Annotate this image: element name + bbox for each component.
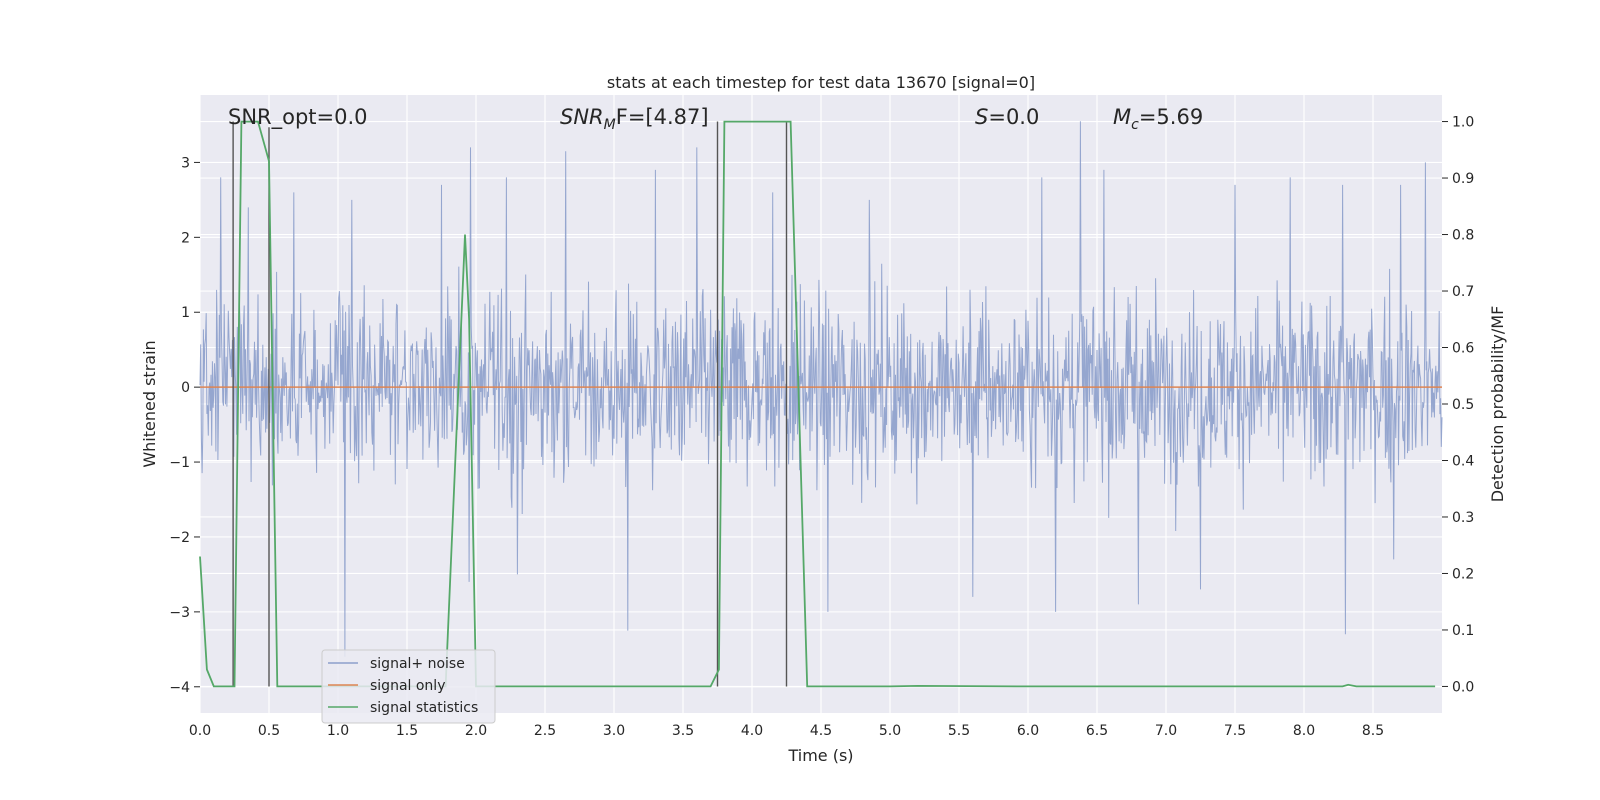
x-tick-label: 6.0 <box>1017 723 1039 739</box>
y-right-tick-label: 0.2 <box>1452 566 1474 582</box>
y-left-tick-label: 1 <box>181 305 190 321</box>
x-tick-label: 1.5 <box>396 723 418 739</box>
y-right-tick-label: 0.5 <box>1452 397 1474 413</box>
x-tick-label: 2.5 <box>534 723 556 739</box>
annotation-snr-mf: SNRMF=[4.87] <box>560 105 709 133</box>
annotation-mc-value: =5.69 <box>1139 105 1203 129</box>
vertical-markers <box>232 121 788 687</box>
y-right-tick-labels: 1.0 0.9 0.8 0.7 0.6 0.5 0.4 0.3 0.2 0.1 0.0 <box>1442 115 1474 695</box>
legend-box <box>321 649 496 724</box>
y-right-tick-label: 0.9 <box>1452 171 1474 187</box>
y-left-axis-label: Whitened strain <box>140 340 159 467</box>
x-tick-label: 6.5 <box>1086 723 1108 739</box>
x-tick-label: 5.0 <box>879 723 901 739</box>
annotation-mc: Mc=5.69 <box>1113 105 1203 133</box>
noise-series <box>199 121 1443 657</box>
annotation-mc-sub: c <box>1131 117 1139 133</box>
x-tick-label: 7.0 <box>1155 723 1177 739</box>
y-right-tick-label: 0.0 <box>1452 679 1474 695</box>
annotation-snr-mf-sub: M <box>604 117 616 133</box>
y-left-tick-label: 3 <box>181 155 190 171</box>
x-tick-label: 4.0 <box>741 723 763 739</box>
x-tick-label: 1.0 <box>327 723 349 739</box>
x-tick-label: 0.5 <box>258 723 280 739</box>
noise-line <box>199 121 1443 657</box>
y-right-tick-label: 0.7 <box>1452 284 1474 300</box>
annotation-snr-mf-main: SNR <box>560 105 604 129</box>
y-left-tick-label: −4 <box>169 680 190 696</box>
annotation-s-value: =0.0 <box>988 105 1039 129</box>
annotation-s-label: S <box>975 105 988 129</box>
annotation-snr-opt: SNR_opt=0.0 <box>228 105 368 130</box>
legend-label-signal-only: signal only <box>370 678 445 694</box>
y-left-tick-label: −3 <box>169 605 190 621</box>
x-tick-label: 3.5 <box>672 723 694 739</box>
x-tick-label: 3.0 <box>603 723 625 739</box>
y-left-tick-label: −1 <box>169 455 190 471</box>
x-tick-labels: 0.0 0.5 1.0 1.5 2.0 2.5 3.0 3.5 4.0 4.5 5.0 5.5 6.0 6… <box>189 723 1384 739</box>
x-tick-label: 5.5 <box>948 723 970 739</box>
annotation-mc-label: M <box>1113 105 1131 129</box>
y-right-tick-label: 0.6 <box>1452 341 1474 357</box>
y-right-tick-label: 0.4 <box>1452 453 1474 469</box>
x-tick-label: 7.5 <box>1224 723 1246 739</box>
y-right-tick-label: 0.8 <box>1452 228 1474 244</box>
y-right-tick-label: 0.1 <box>1452 623 1474 639</box>
legend: signal+ noise signal only signal statist… <box>321 649 496 724</box>
y-left-tick-labels: 3 2 1 0 −1 −2 −3 −4 <box>169 155 200 696</box>
chart-title: stats at each timestep for test data 136… <box>607 73 1035 92</box>
y-left-tick-label: 0 <box>181 380 190 396</box>
y-right-axis-label: Detection probability/MF <box>1488 306 1507 503</box>
statistics-line <box>199 120 1436 688</box>
y-right-tick-label: 0.3 <box>1452 510 1474 526</box>
x-tick-label: 4.5 <box>810 723 832 739</box>
legend-label-noise: signal+ noise <box>370 656 465 672</box>
x-tick-label: 0.0 <box>189 723 211 739</box>
x-tick-label: 8.0 <box>1293 723 1315 739</box>
statistics-series <box>199 120 1436 688</box>
legend-label-statistics: signal statistics <box>370 700 478 716</box>
x-tick-label: 2.0 <box>465 723 487 739</box>
y-left-tick-label: −2 <box>169 530 190 546</box>
x-tick-label: 8.5 <box>1362 723 1384 739</box>
x-axis-label: Time (s) <box>787 746 853 765</box>
annotation-snr-mf-tail: F=[4.87] <box>616 105 709 129</box>
y-left-tick-label: 2 <box>181 230 190 246</box>
y-right-tick-label: 1.0 <box>1452 115 1474 131</box>
annotation-s: S=0.0 <box>975 105 1039 129</box>
